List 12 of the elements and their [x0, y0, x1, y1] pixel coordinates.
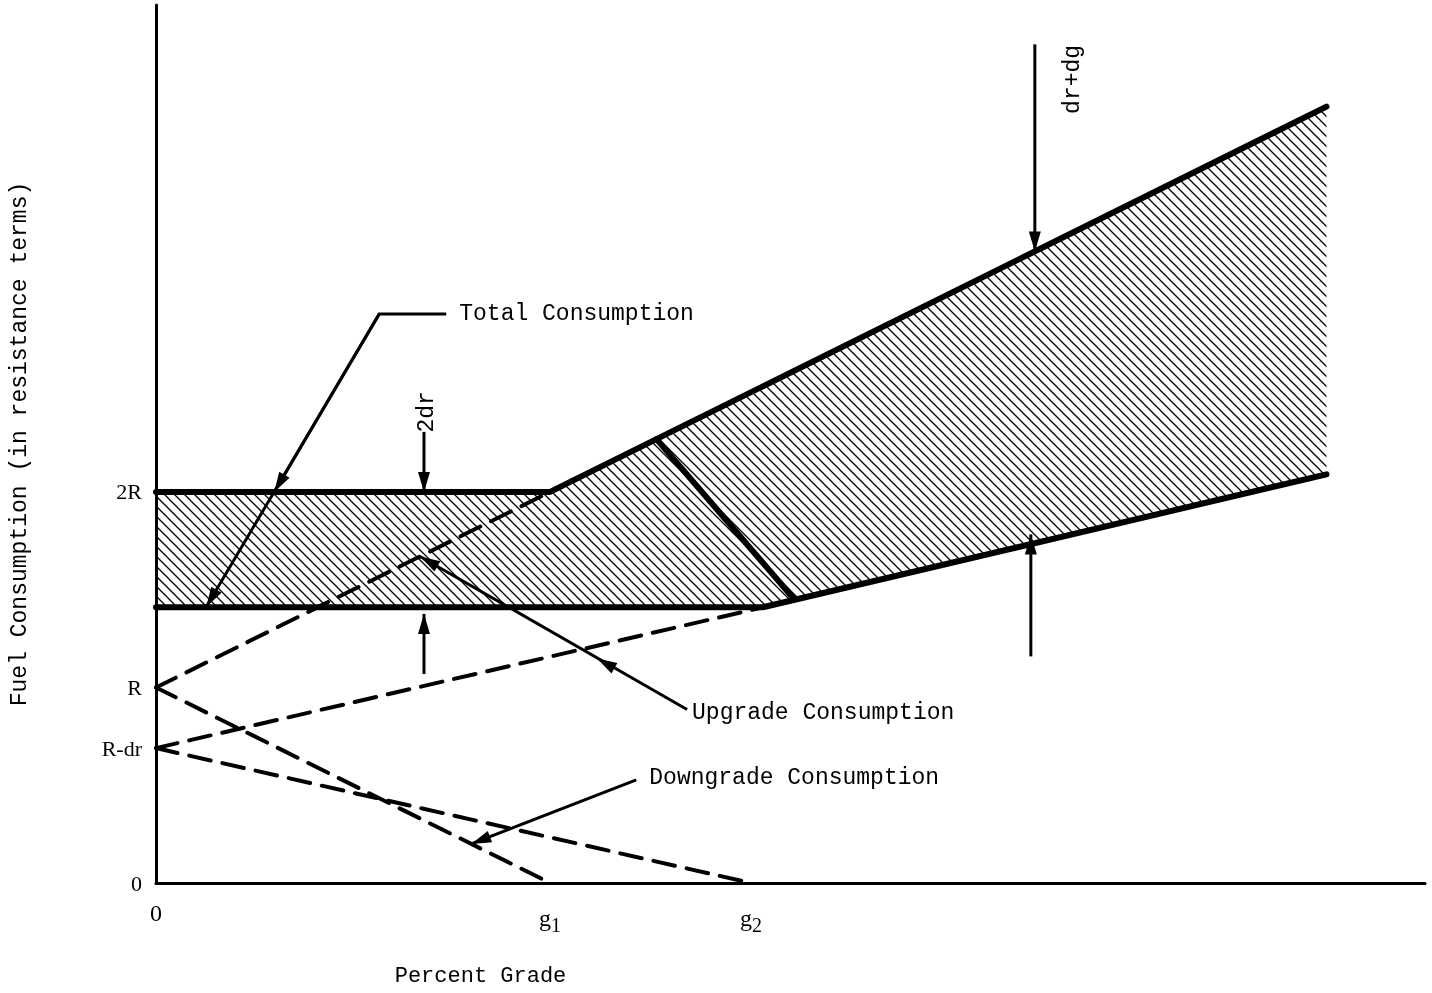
y-tick-label: 2R	[116, 479, 143, 505]
y-tick-label: 0	[131, 870, 142, 896]
y-axis-title: Fuel Consumption (in resistance terms)	[6, 181, 33, 707]
annotation: dr+dg	[1059, 44, 1086, 114]
annotation: Downgrade Consumption	[649, 764, 940, 791]
annotation: Total Consumption	[459, 300, 694, 327]
x-tick-label: 0	[150, 900, 162, 926]
annotation: Upgrade Consumption	[692, 700, 955, 727]
y-tick-label: R	[127, 674, 143, 700]
annotation: 2dr	[413, 391, 440, 433]
y-tick-label: R-dr	[101, 735, 143, 761]
x-axis-title: Percent Grade	[394, 963, 567, 989]
